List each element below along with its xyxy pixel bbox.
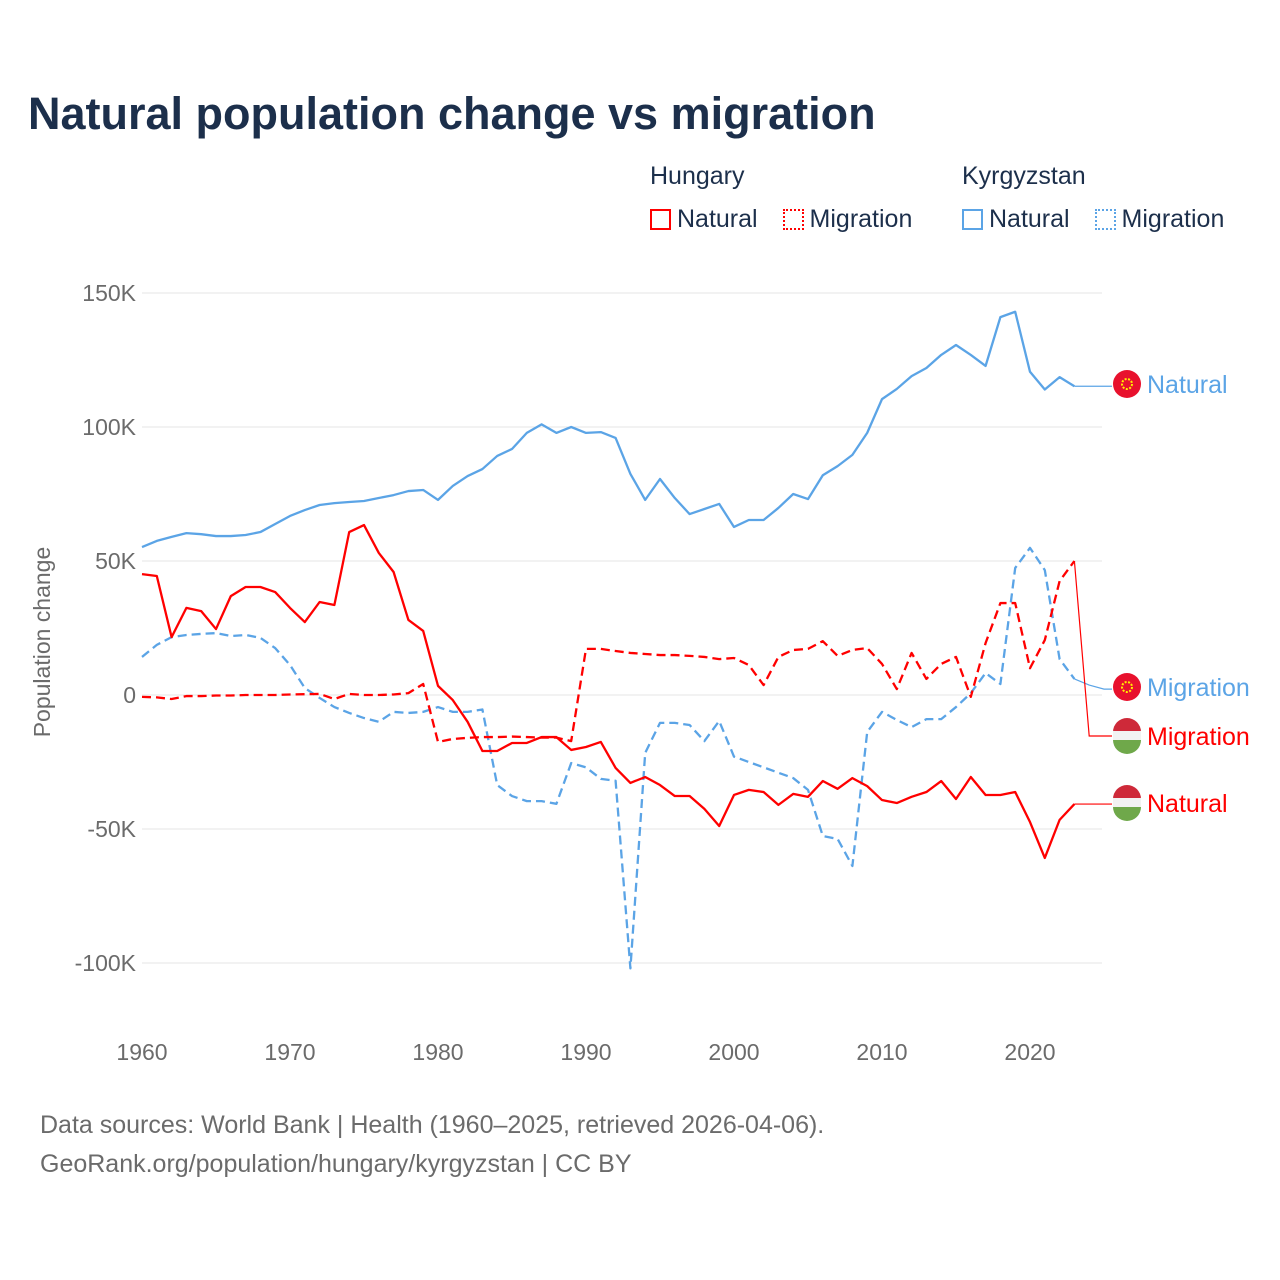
x-tick-label: 1970 — [264, 1039, 315, 1065]
dotted-swatch-icon — [1094, 209, 1116, 230]
end-label: Natural — [1147, 790, 1228, 818]
legend-title-kyrgyzstan: Kyrgyzstan — [962, 162, 1086, 190]
y-tick-label: 0 — [123, 682, 136, 708]
legend-kyrgyzstan: Kyrgyzstan Natural Migration — [962, 162, 1242, 237]
x-tick-label: 2010 — [856, 1039, 907, 1065]
dotted-swatch-icon — [782, 209, 804, 230]
sun-icon — [1121, 681, 1133, 693]
legend-label: Migration — [809, 205, 913, 233]
legend-hungary-natural[interactable]: Natural — [650, 205, 758, 234]
x-tick-label: 2020 — [1004, 1039, 1055, 1065]
attribution-link[interactable]: GeoRank.org/population/hungary/kyrgyzsta… — [40, 1150, 632, 1178]
legend-label: Migration — [1121, 205, 1225, 233]
legend-title-hungary: Hungary — [650, 162, 745, 190]
y-tick-label: 50K — [95, 548, 137, 574]
kyrgyzstan-flag-icon — [1113, 673, 1141, 701]
flag-stripe — [1113, 807, 1141, 821]
flag-stripe — [1113, 798, 1141, 808]
chart-title: Natural population change vs migration — [28, 88, 876, 139]
legend-kyrgyzstan-migration[interactable]: Migration — [1094, 205, 1225, 234]
y-tick-label: 100K — [82, 414, 136, 440]
series-line-hungary-migration — [141, 560, 1076, 744]
flag-stripe — [1113, 740, 1141, 754]
series-line-kyrgyzstan-natural — [141, 310, 1076, 549]
y-tick-label: -100K — [75, 950, 137, 976]
series-line-hungary-natural — [141, 523, 1076, 860]
hungary-flag-icon — [1113, 718, 1141, 732]
legend-label: Natural — [677, 205, 758, 233]
x-tick-label: 1960 — [116, 1039, 167, 1065]
sun-icon — [1121, 378, 1133, 390]
series-line-kyrgyzstan-migration — [141, 546, 1076, 970]
legend-label: Natural — [989, 205, 1070, 233]
flag-stripe — [1113, 731, 1141, 741]
kyrgyzstan-flag-icon — [1113, 370, 1141, 398]
solid-swatch-icon — [650, 209, 671, 230]
x-tick-label: 2000 — [708, 1039, 759, 1065]
y-tick-label: -50K — [87, 816, 136, 842]
end-label: Migration — [1147, 674, 1250, 702]
footer: Data sources: World Bank | Health (1960–… — [40, 1106, 824, 1184]
series-tail-line — [1073, 560, 1112, 737]
x-tick-label: 1980 — [412, 1039, 463, 1065]
y-tick-label: 150K — [82, 280, 136, 306]
hungary-flag-icon — [1113, 785, 1141, 799]
legend-hungary: Hungary Natural Migration — [650, 162, 930, 237]
end-label: Migration — [1147, 723, 1250, 751]
data-source-text: Data sources: World Bank | Health (1960–… — [40, 1111, 825, 1139]
x-tick-label: 1990 — [560, 1039, 611, 1065]
series-tail-line — [1074, 678, 1112, 690]
solid-swatch-icon — [962, 209, 983, 230]
end-label: Natural — [1147, 371, 1228, 399]
y-axis-label: Population change — [29, 547, 55, 738]
legend-kyrgyzstan-natural[interactable]: Natural — [962, 205, 1070, 234]
legend-hungary-migration[interactable]: Migration — [782, 205, 913, 234]
